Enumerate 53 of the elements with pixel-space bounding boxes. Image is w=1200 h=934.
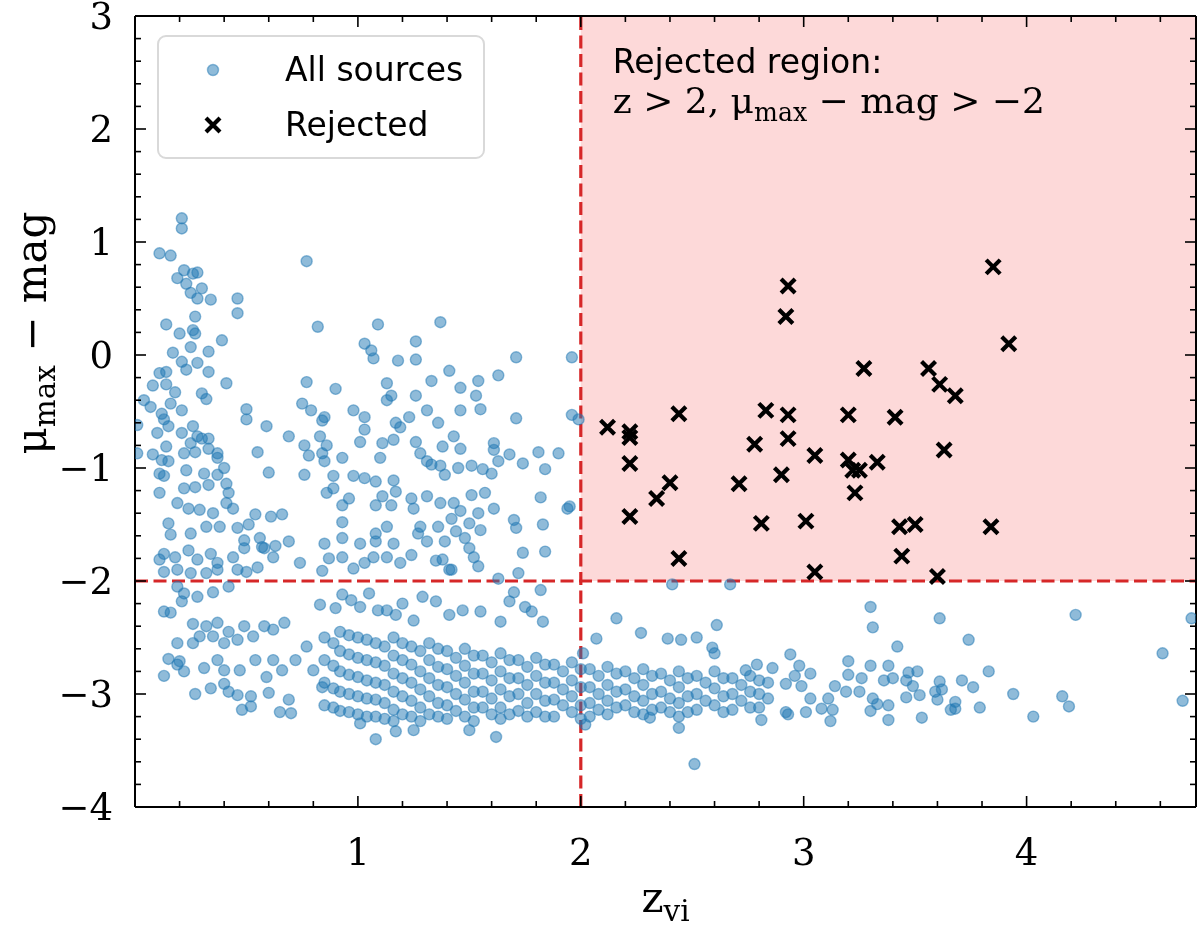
point bbox=[805, 446, 824, 465]
y-tick-label: −2 bbox=[58, 559, 113, 603]
y-tick-label: −4 bbox=[58, 785, 113, 829]
point bbox=[620, 507, 639, 526]
point bbox=[999, 334, 1018, 353]
point bbox=[669, 404, 688, 423]
x-tick-label: 1 bbox=[346, 831, 370, 874]
y-tick-label: 3 bbox=[89, 0, 113, 38]
x-tick-label: 4 bbox=[1014, 831, 1039, 874]
point bbox=[620, 454, 639, 473]
point bbox=[647, 489, 666, 508]
point bbox=[669, 549, 688, 568]
point bbox=[752, 514, 771, 533]
y-tick-label: −3 bbox=[58, 672, 113, 716]
point bbox=[928, 567, 947, 586]
point bbox=[984, 257, 1003, 276]
point bbox=[919, 359, 938, 378]
point bbox=[892, 547, 911, 566]
annotation: Rejected region: bbox=[612, 42, 883, 81]
point bbox=[778, 429, 798, 448]
point bbox=[850, 461, 869, 480]
x-tick-label: 2 bbox=[569, 831, 593, 874]
point bbox=[885, 408, 905, 427]
point bbox=[854, 359, 873, 378]
point bbox=[868, 453, 887, 472]
point bbox=[981, 517, 1001, 536]
point bbox=[772, 465, 791, 484]
point bbox=[845, 483, 865, 502]
y-tick-label: 2 bbox=[89, 107, 113, 151]
legend-label: Rejected bbox=[285, 105, 429, 144]
point bbox=[843, 461, 862, 480]
point bbox=[935, 440, 954, 460]
point bbox=[946, 386, 965, 405]
point bbox=[805, 562, 824, 582]
y-tick-label: −1 bbox=[58, 446, 113, 490]
point bbox=[930, 375, 949, 394]
point bbox=[839, 450, 858, 470]
x-tick-label: 3 bbox=[791, 831, 816, 874]
y-tick-label: 1 bbox=[89, 220, 113, 264]
y-tick-label: 0 bbox=[89, 333, 113, 377]
point bbox=[745, 435, 764, 454]
point bbox=[776, 307, 795, 326]
point bbox=[598, 418, 617, 437]
point bbox=[660, 473, 680, 492]
x-axis-title: z$_{vi}$ bbox=[641, 873, 690, 929]
point bbox=[729, 474, 749, 493]
point bbox=[756, 401, 775, 420]
point bbox=[796, 512, 816, 531]
point bbox=[778, 276, 798, 296]
point bbox=[778, 405, 798, 424]
legend-label: All sources bbox=[285, 50, 464, 89]
annotation: z > 2, μ$_{max}$ − mag > −2 bbox=[612, 80, 1045, 127]
point bbox=[839, 405, 858, 424]
